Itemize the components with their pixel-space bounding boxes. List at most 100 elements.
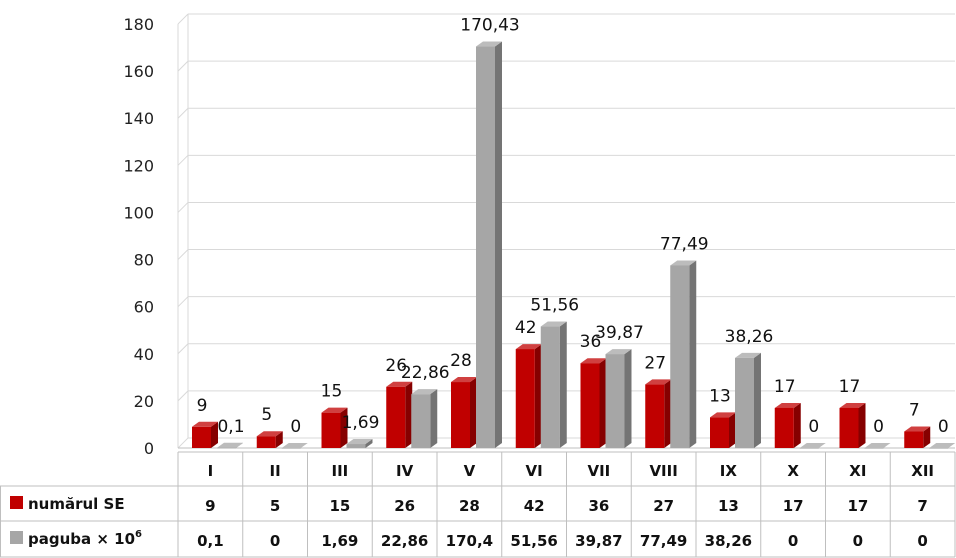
data-label-paguba: 22,86	[401, 363, 450, 383]
legend-superscript: 6	[135, 529, 142, 540]
bar-paguba	[411, 389, 438, 448]
bar-numarul-se	[256, 431, 283, 448]
gridline-diagonal	[177, 390, 189, 402]
table-cell-paguba: 51,56	[510, 532, 557, 550]
gridline-diagonal	[177, 154, 189, 166]
table-cell-paguba: 77,49	[640, 532, 687, 550]
table-cell-paguba: 39,87	[575, 532, 622, 550]
legend-swatch-numarul-se	[10, 496, 23, 509]
bar-numarul-se	[839, 402, 866, 448]
category-label: I	[208, 462, 214, 480]
gridline-diagonal	[177, 343, 189, 355]
table-cell-numarul-se: 27	[653, 497, 674, 515]
bar-paguba	[929, 443, 956, 449]
category-label: IV	[396, 462, 414, 480]
gridline-diagonal	[177, 202, 189, 213]
data-label-numarul-se: 27	[644, 353, 666, 373]
table-cell-paguba: 0	[270, 532, 280, 550]
data-label-paguba: 1,69	[342, 413, 380, 433]
category-label: VIII	[649, 462, 677, 480]
gridline-diagonal	[177, 296, 189, 308]
table-cell-paguba: 38,26	[705, 532, 752, 550]
data-label-numarul-se: 7	[909, 401, 920, 421]
category-label: V	[464, 462, 476, 480]
bar-paguba	[799, 443, 826, 449]
category-label: IX	[720, 462, 738, 480]
data-label-paguba: 0	[938, 417, 949, 437]
table-cell-numarul-se: 13	[718, 497, 739, 515]
data-labels: 90,150151,692622,8628170,434251,563639,8…	[197, 16, 949, 437]
table-cell-paguba: 0	[917, 532, 927, 550]
data-label-numarul-se: 15	[321, 382, 343, 402]
gridline-diagonal	[177, 60, 189, 72]
table-cell-numarul-se: 5	[270, 497, 280, 515]
table-cell-paguba: 0	[788, 532, 798, 550]
gridline-diagonal	[177, 437, 189, 449]
bar-numarul-se	[904, 426, 931, 448]
legend-label-numarul-se: numărul SE	[28, 495, 125, 513]
table-cell-numarul-se: 9	[205, 497, 215, 515]
axes: 0 20 40 60 80 100 120 140 160 180	[123, 15, 154, 458]
table-cell-paguba: 170,4	[446, 532, 493, 550]
category-label: VII	[587, 462, 610, 480]
y-tick-label: 20	[134, 392, 154, 411]
data-label-numarul-se: 13	[709, 386, 731, 406]
bar-paguba	[605, 349, 632, 448]
gridline-diagonal	[177, 107, 189, 119]
y-tick-label: 180	[123, 15, 154, 34]
table-cell-paguba: 0	[853, 532, 863, 550]
bar-numarul-se	[192, 421, 218, 448]
gridline-diagonal	[177, 249, 189, 260]
table-cell-numarul-se: 17	[847, 497, 868, 515]
table-cell-numarul-se: 36	[588, 497, 609, 515]
y-tick-label: 60	[134, 298, 154, 317]
data-label-paguba: 0	[808, 417, 819, 437]
bar-numarul-se	[515, 344, 542, 448]
table-cell-numarul-se: 15	[329, 497, 350, 515]
bar-paguba	[735, 352, 761, 448]
table-cell-paguba: 0,1	[197, 532, 224, 550]
bar-numarul-se	[321, 407, 348, 448]
y-tick-label: 80	[134, 251, 154, 270]
legend-label-paguba: paguba × 106	[28, 529, 142, 548]
category-label: XI	[849, 462, 866, 480]
category-label: III	[332, 462, 349, 480]
bar-numarul-se	[451, 377, 477, 448]
bars	[192, 41, 956, 449]
y-tick-label: 160	[123, 62, 154, 81]
data-label-numarul-se: 42	[515, 318, 537, 338]
y-tick-label: 100	[123, 203, 154, 222]
data-label-paguba: 0	[873, 417, 884, 437]
table-cell-numarul-se: 26	[394, 497, 415, 515]
bar-numarul-se	[774, 402, 801, 448]
category-label: VI	[526, 462, 543, 480]
table-cell-paguba: 22,86	[381, 532, 428, 550]
y-tick-label: 0	[144, 439, 154, 458]
bar-numarul-se	[645, 379, 672, 448]
gridline-diagonal	[177, 13, 189, 25]
data-label-numarul-se: 36	[580, 332, 602, 352]
bar-numarul-se	[386, 381, 413, 448]
y-tick-label: 40	[134, 345, 154, 364]
table-cell-numarul-se: 28	[459, 497, 480, 515]
data-label-numarul-se: 9	[197, 396, 208, 416]
data-label-paguba: 0	[290, 417, 301, 437]
table-cell-numarul-se: 42	[524, 497, 545, 515]
data-label-numarul-se: 28	[450, 351, 472, 371]
bar-paguba	[281, 443, 308, 449]
gridlines	[177, 13, 955, 449]
y-tick-label: 140	[123, 109, 154, 128]
category-label: II	[270, 462, 281, 480]
y-tick-label: 120	[123, 156, 154, 175]
table-cell-numarul-se: 7	[917, 497, 927, 515]
table-cell-paguba: 1,69	[321, 532, 358, 550]
bar-paguba	[346, 439, 373, 448]
legend-swatch-paguba	[10, 531, 23, 544]
bar-numarul-se	[580, 358, 607, 448]
data-label-paguba: 51,56	[530, 296, 579, 316]
data-table: I 9 0,1 II 5 0 III 15 1,69 IV 26 22,86 V 28 170,4 VI 42 5…	[0, 451, 956, 558]
data-label-paguba: 38,26	[725, 327, 774, 347]
data-label-paguba: 77,49	[660, 234, 709, 254]
bar-paguba	[217, 442, 243, 449]
